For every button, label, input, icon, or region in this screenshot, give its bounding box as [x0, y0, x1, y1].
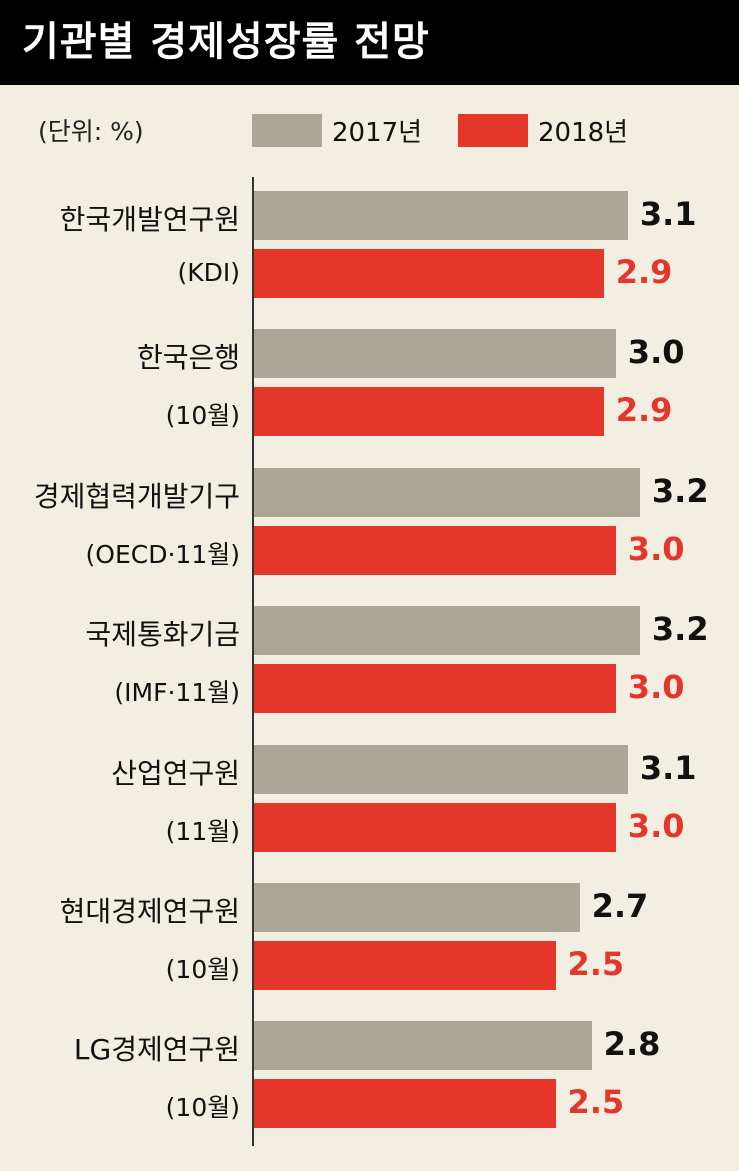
category-name-4: 산업연구원 — [111, 756, 240, 790]
bar-2017-1 — [254, 329, 616, 379]
value-label-2017-0: 3.1 — [639, 195, 697, 233]
bar-2018-0 — [254, 249, 604, 298]
value-label-2018-6: 2.5 — [567, 1083, 625, 1122]
value-label-2017-6: 2.8 — [603, 1025, 661, 1064]
category-name-5: 현대경제연구원 — [59, 895, 240, 928]
category-name-1: 한국은행 — [136, 341, 240, 375]
title-bar: 기관별 경제성장률 전망 — [0, 0, 739, 85]
bar-2017-2 — [254, 467, 640, 517]
value-label-2018-0: 2.9 — [615, 253, 673, 291]
legend-swatch-2017 — [252, 114, 322, 147]
value-label-2018-4: 3.0 — [627, 806, 685, 845]
bar-2017-5 — [254, 883, 580, 932]
category-sub-2: (OECD·11월) — [85, 539, 240, 569]
unit-label: (단위: %) — [38, 117, 144, 146]
chart-title: 기관별 경제성장률 전망 — [22, 19, 430, 65]
bar-2017-0 — [254, 191, 628, 240]
value-label-2018-3: 3.0 — [627, 668, 685, 707]
category-sub-0: (KDI) — [177, 258, 240, 287]
value-label-2018-1: 2.9 — [615, 391, 673, 430]
category-sub-1: (10월) — [165, 401, 240, 431]
category-name-2: 경제협력개발기구 — [33, 479, 240, 513]
category-sub-6: (10월) — [165, 1093, 240, 1123]
legend-label-2017: 2017년 — [332, 118, 423, 148]
legend-label-2018: 2018년 — [538, 118, 629, 148]
category-name-6: LG경제연구원 — [73, 1033, 240, 1067]
category-sub-3: (IMF·11월) — [114, 678, 240, 708]
value-label-2017-3: 3.2 — [651, 610, 709, 649]
value-label-2017-4: 3.1 — [639, 748, 697, 787]
bar-2018-3 — [254, 664, 616, 714]
category-name-3: 국제통화기금 — [85, 618, 240, 652]
bar-2018-6 — [254, 1079, 556, 1129]
value-label-2018-5: 2.5 — [567, 945, 625, 983]
value-label-2017-1: 3.0 — [627, 333, 685, 372]
legend-swatch-2018 — [458, 114, 528, 147]
bar-2018-1 — [254, 387, 604, 437]
bar-2017-6 — [254, 1021, 592, 1071]
value-label-2018-2: 3.0 — [627, 529, 685, 568]
category-sub-5: (10월) — [165, 955, 240, 984]
value-label-2017-5: 2.7 — [591, 887, 649, 925]
bar-2018-2 — [254, 525, 616, 575]
bar-2017-4 — [254, 744, 628, 794]
category-axis-line — [252, 177, 254, 1146]
bar-2018-5 — [254, 941, 556, 990]
value-label-2017-2: 3.2 — [651, 471, 709, 510]
bar-2017-3 — [254, 606, 640, 656]
category-sub-4: (11월) — [165, 816, 240, 846]
category-name-0: 한국개발연구원 — [59, 203, 240, 236]
bar-2018-4 — [254, 802, 616, 852]
